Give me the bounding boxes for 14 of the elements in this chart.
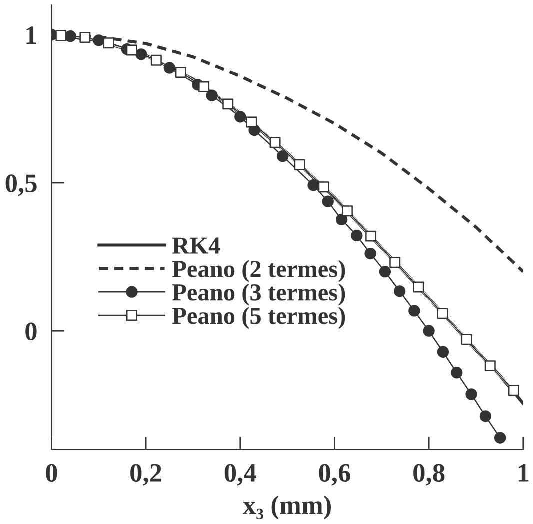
y-tick-label: 0,5 [6,174,37,196]
x-axis-title: x₃ (mm) [243,496,332,520]
legend-label: RK4 [172,238,220,254]
y-tick-label: 1 [26,26,36,44]
y-tick-label: 0 [26,322,37,341]
legend-label: Peano (3 termes) [172,284,346,306]
x-tick-label: 1 [518,464,529,482]
x-tick-label: 0,6 [319,464,350,486]
x-tick-label: 0,4 [224,464,256,486]
x-tick-label: 0,8 [414,464,445,486]
x-tick-label: 0 [46,464,58,482]
legend-label: Peano (5 termes) [172,307,346,330]
legend-label: Peano (2 termes) [172,260,346,282]
x-tick-label: 0,2 [130,464,162,486]
